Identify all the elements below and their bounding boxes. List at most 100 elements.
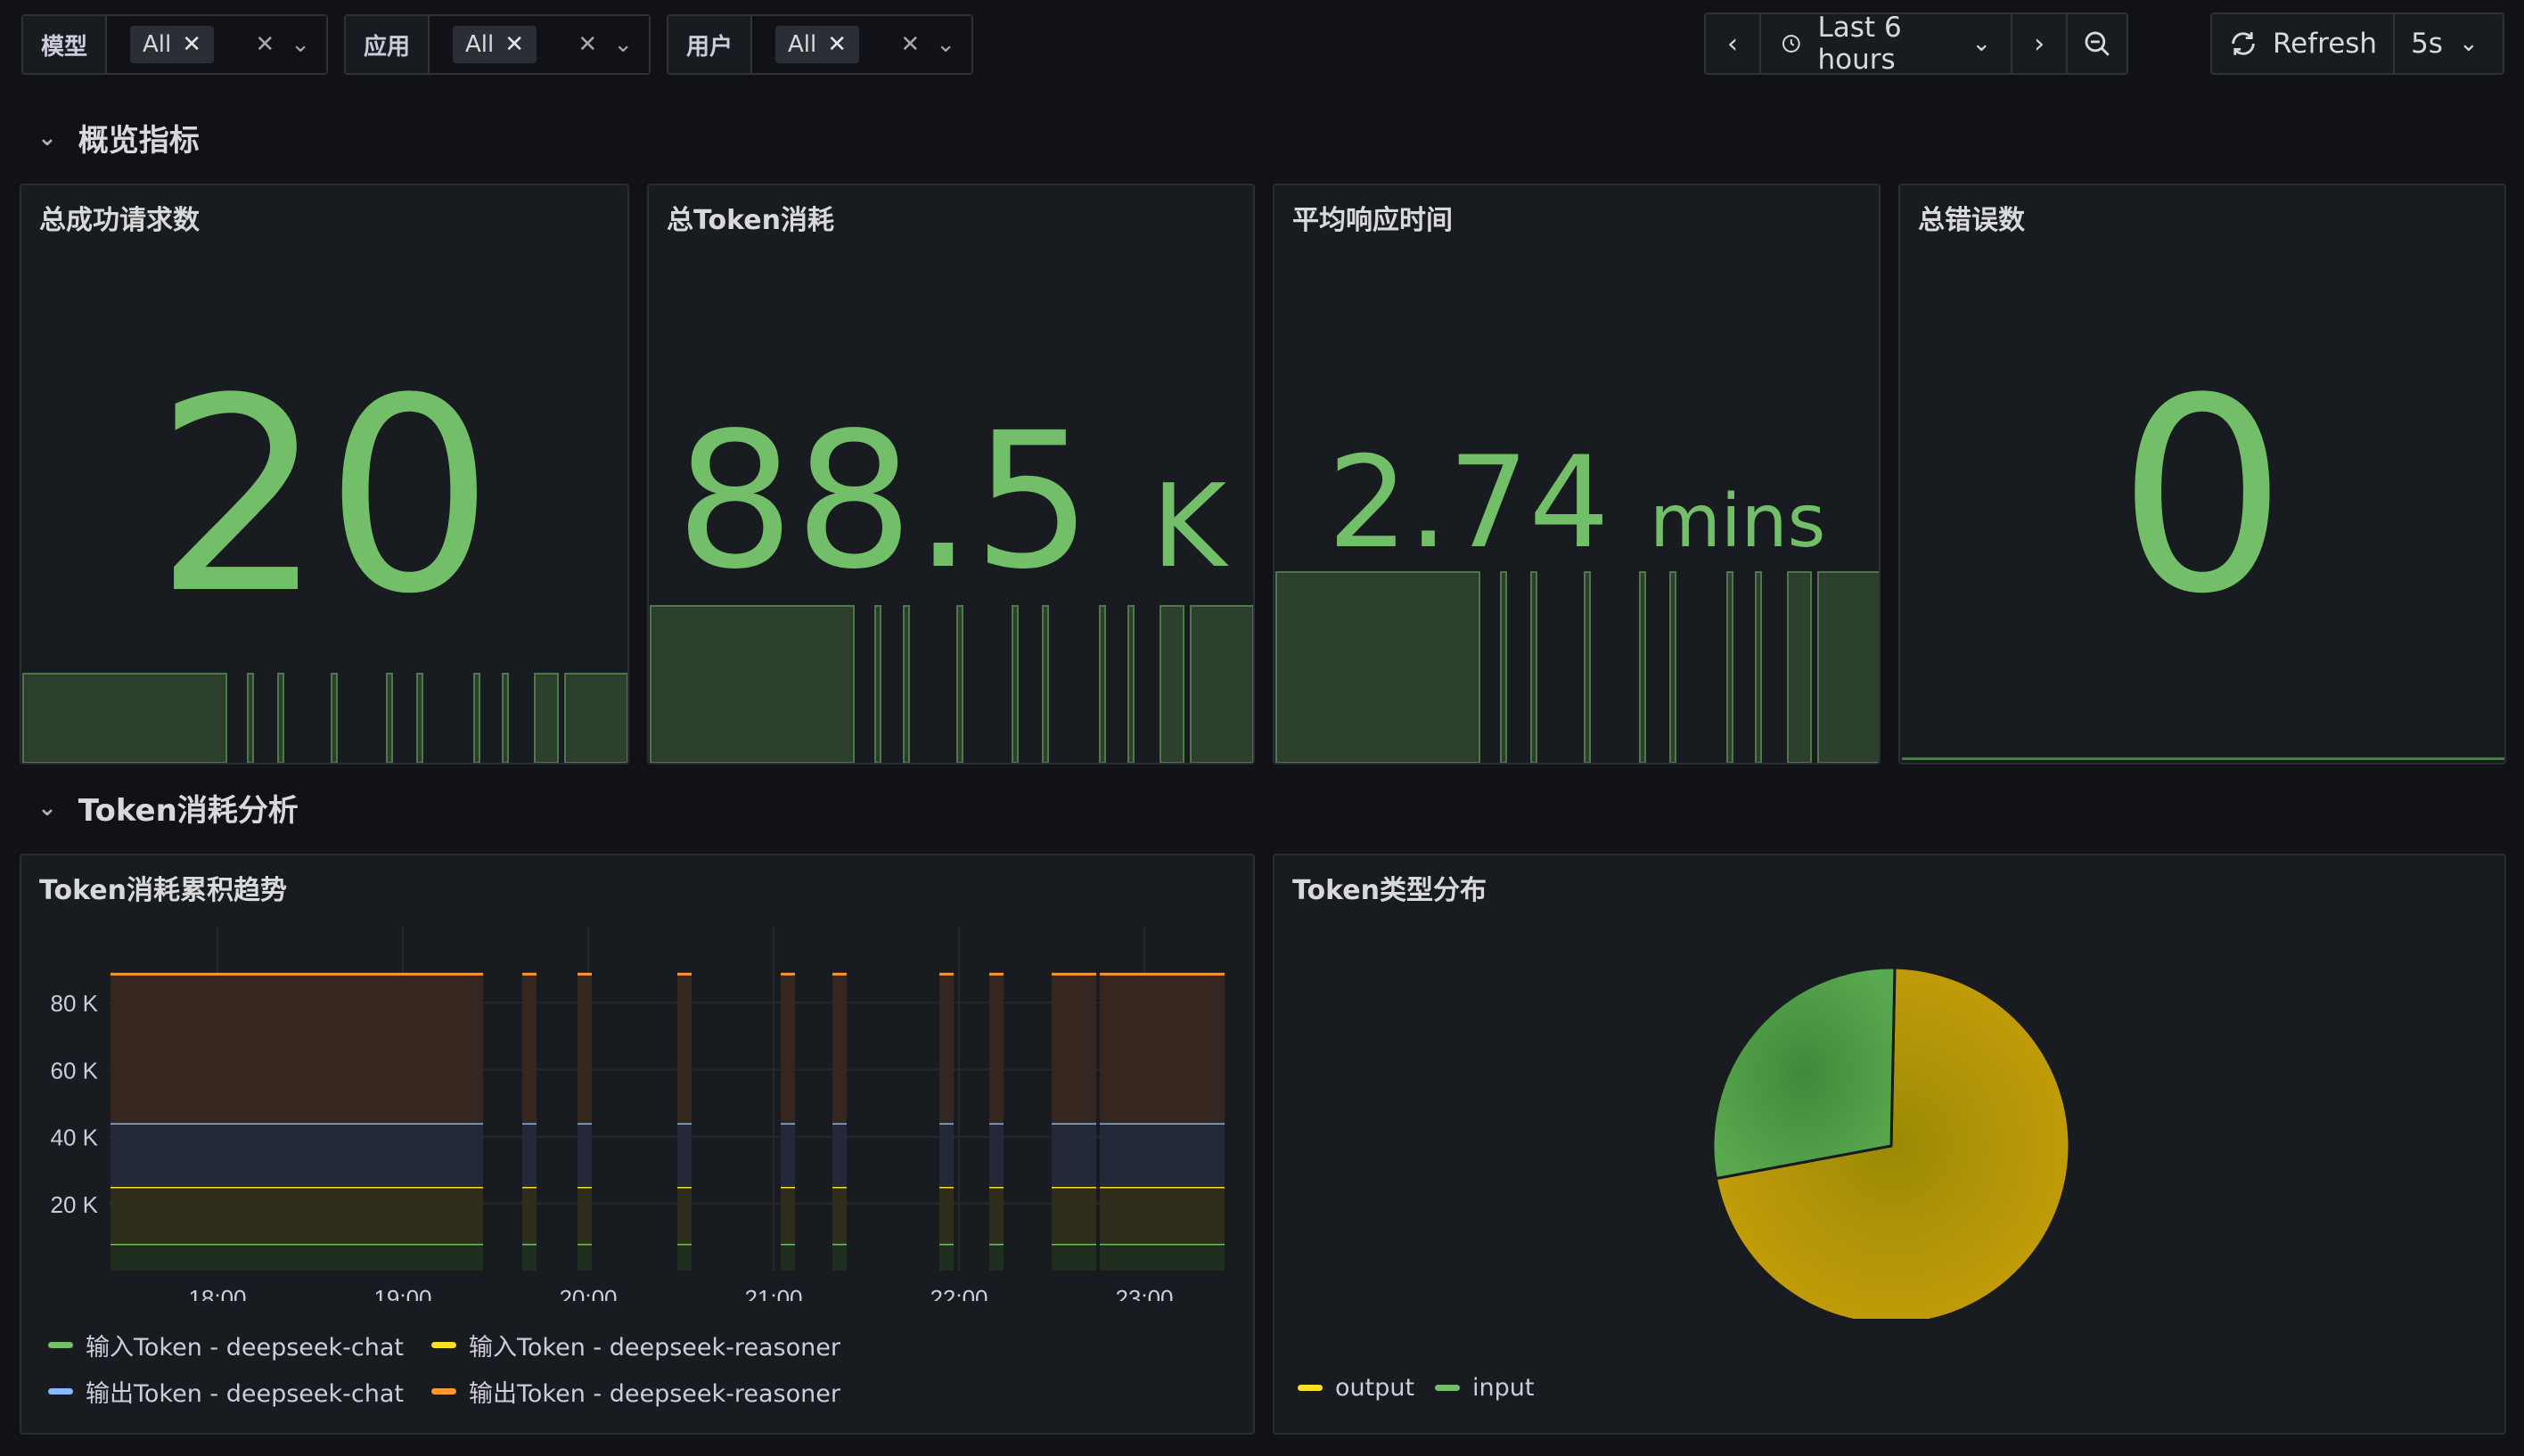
zoom-out-button[interactable] <box>2068 14 2127 73</box>
x-tick-label: 18:00 <box>188 1285 246 1301</box>
legend-item[interactable]: input <box>1435 1374 1534 1402</box>
stat-panel-total-errors: 总错误数 0 <box>1898 184 2506 765</box>
sparkline <box>650 605 1253 763</box>
series-area <box>939 1243 954 1271</box>
chevron-down-icon: ⌄ <box>2458 30 2479 57</box>
series-area <box>1052 1123 1096 1187</box>
y-tick-label: 80 K <box>51 990 99 1017</box>
series-area <box>677 1123 692 1187</box>
sparkline <box>1275 571 1879 763</box>
clear-icon[interactable]: ✕ <box>900 31 921 58</box>
stat-value: 20 <box>21 364 627 631</box>
pie-slice-input <box>1711 966 1897 1181</box>
legend-swatch <box>1298 1385 1323 1391</box>
series-area <box>677 974 692 1124</box>
series-area <box>781 1243 795 1271</box>
chevron-down-icon[interactable]: ⌄ <box>936 31 955 58</box>
panel-title: 平均响应时间 <box>1292 205 1453 236</box>
x-tick-label: 20:00 <box>559 1285 617 1301</box>
series-area <box>781 1123 795 1187</box>
stat-panel-total-tokens: 总Token消耗 88.5 K <box>647 184 1255 765</box>
chip-remove-icon[interactable]: ✕ <box>504 31 525 58</box>
series-area <box>578 1243 592 1271</box>
variable-select[interactable]: All ✕ ✕ ⌄ <box>752 16 971 73</box>
panel-title: 总错误数 <box>1918 205 2025 236</box>
series-area <box>1052 1243 1096 1271</box>
time-range-picker[interactable]: Last 6 hours ⌄ <box>1761 12 2013 76</box>
series-area <box>111 1123 483 1187</box>
time-shift-forward-button[interactable]: › <box>2012 14 2069 73</box>
refresh-interval-picker[interactable]: 5s ⌄ <box>2395 14 2495 73</box>
clear-icon[interactable]: ✕ <box>255 31 275 58</box>
variable-model: 模型 All ✕ ✕ ⌄ <box>21 14 328 75</box>
series-area <box>832 1123 847 1187</box>
series-area <box>677 1243 692 1271</box>
row-header-token-analysis[interactable]: ⌄ Token消耗分析 <box>37 786 299 830</box>
legend-swatch <box>1435 1385 1460 1391</box>
time-shift-back-button[interactable]: ‹ <box>1706 14 1761 73</box>
series-area <box>939 1123 954 1187</box>
variable-user: 用户 All ✕ ✕ ⌄ <box>667 14 973 75</box>
series-area <box>111 1187 483 1244</box>
x-tick-label: 21:00 <box>744 1285 802 1301</box>
zoom-out-icon <box>2085 31 2110 56</box>
x-tick-label: 22:00 <box>930 1285 987 1301</box>
stat-number: 20 <box>154 341 495 652</box>
legend-item[interactable]: 输出Token - deepseek-reasoner <box>431 1374 840 1409</box>
chevron-left-icon: ‹ <box>1726 28 1738 60</box>
chip-label: All <box>143 31 172 58</box>
chip-label: All <box>465 31 495 58</box>
chevron-down-icon[interactable]: ⌄ <box>291 31 310 58</box>
stat-number: 88.5 <box>675 392 1093 610</box>
stat-panel-success-requests: 总成功请求数 20 <box>20 184 629 765</box>
legend-item[interactable]: 输出Token - deepseek-chat <box>48 1374 404 1409</box>
refresh-icon <box>2232 32 2255 55</box>
chevron-right-icon: › <box>2034 28 2045 60</box>
chevron-down-icon[interactable]: ⌄ <box>613 31 633 58</box>
clock-icon <box>1782 35 1800 53</box>
series-area <box>522 1123 537 1187</box>
variable-label: 模型 <box>23 16 108 73</box>
panel-title: 总成功请求数 <box>39 205 200 236</box>
legend-item[interactable]: 输入Token - deepseek-chat <box>48 1328 404 1362</box>
stat-value: 0 <box>1900 364 2504 631</box>
clear-icon[interactable]: ✕ <box>578 31 598 58</box>
chevron-down-icon: ⌄ <box>37 794 57 822</box>
legend-item[interactable]: 输入Token - deepseek-reasoner <box>431 1328 840 1362</box>
pie-chart <box>1711 966 2071 1319</box>
y-tick-label: 20 K <box>51 1191 99 1218</box>
series-area <box>1100 1123 1225 1187</box>
legend-swatch <box>431 1388 456 1395</box>
time-range-controls: ‹ Last 6 hours ⌄ › <box>1704 12 2128 76</box>
chip-remove-icon[interactable]: ✕ <box>827 31 848 58</box>
chip-remove-icon[interactable]: ✕ <box>182 31 202 58</box>
series-area <box>989 1187 1004 1244</box>
variable-select[interactable]: All ✕ ✕ ⌄ <box>430 16 649 73</box>
series-area <box>1100 974 1225 1124</box>
refresh-label: Refresh <box>2273 28 2378 60</box>
variable-label: 用户 <box>668 16 753 73</box>
variable-select[interactable]: All ✕ ✕ ⌄ <box>107 16 326 73</box>
legend-label: output <box>1335 1374 1415 1402</box>
chevron-down-icon: ⌄ <box>1971 30 1992 57</box>
refresh-interval-label: 5s <box>2411 28 2443 60</box>
legend-item[interactable]: output <box>1298 1374 1414 1402</box>
panel-title: 总Token消耗 <box>667 205 834 236</box>
legend-label: input <box>1472 1374 1535 1402</box>
legend-label: 输入Token - deepseek-reasoner <box>469 1334 840 1362</box>
series-area <box>522 1187 537 1244</box>
series-area <box>832 1243 847 1271</box>
sparkline <box>22 673 627 763</box>
refresh-button[interactable]: Refresh <box>2212 14 2396 73</box>
value-chip: All ✕ <box>130 26 215 63</box>
row-header-overview[interactable]: ⌄ 概览指标 <box>37 116 200 160</box>
series-area <box>781 1187 795 1244</box>
legend-swatch <box>48 1342 73 1348</box>
series-area <box>111 1243 483 1271</box>
stat-value: 2.74 mins <box>1274 440 1879 585</box>
series-area <box>522 1243 537 1271</box>
refresh-controls: Refresh 5s ⌄ <box>2210 12 2504 75</box>
row-title: Token消耗分析 <box>78 793 299 829</box>
chevron-down-icon: ⌄ <box>37 124 57 151</box>
chip-label: All <box>788 31 817 58</box>
